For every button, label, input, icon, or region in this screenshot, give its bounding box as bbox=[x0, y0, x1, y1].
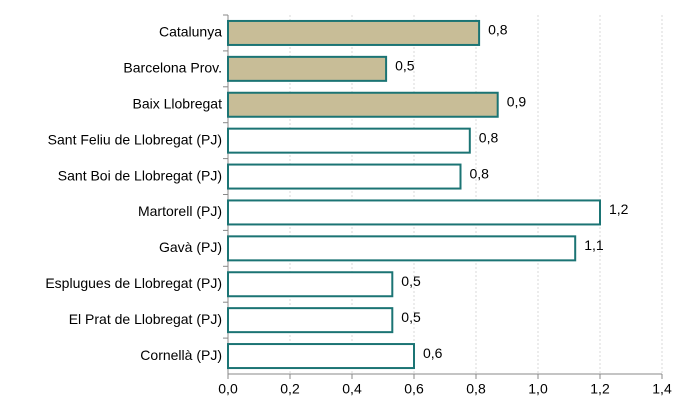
bar bbox=[227, 307, 394, 334]
bar bbox=[227, 19, 481, 46]
y-tick-label: Sant Feliu de Llobregat (PJ) bbox=[48, 131, 222, 147]
bar bbox=[227, 91, 499, 118]
x-tick-label: 0,6 bbox=[404, 381, 424, 397]
data-label: 1,2 bbox=[609, 201, 629, 217]
data-label: 0,6 bbox=[423, 345, 443, 361]
y-tick-label: Baix Llobregat bbox=[132, 95, 222, 111]
bar bbox=[227, 55, 388, 82]
data-label: 0,5 bbox=[401, 273, 421, 289]
x-tick-label: 0,0 bbox=[218, 381, 238, 397]
x-tick-label: 1,0 bbox=[528, 381, 548, 397]
bar bbox=[227, 343, 415, 370]
x-tick-label: 0,2 bbox=[280, 381, 300, 397]
y-tick-label: Cornellà (PJ) bbox=[140, 347, 222, 363]
y-tick-label: Esplugues de Llobregat (PJ) bbox=[45, 275, 222, 291]
y-tick-label: Martorell (PJ) bbox=[138, 203, 222, 219]
data-label: 0,9 bbox=[507, 93, 527, 109]
data-label: 0,8 bbox=[470, 165, 490, 181]
data-label: 0,8 bbox=[479, 129, 499, 145]
data-label: 1,1 bbox=[584, 237, 604, 253]
x-tick-label: 0,4 bbox=[342, 381, 362, 397]
y-tick-label: Gavà (PJ) bbox=[159, 239, 222, 255]
x-tick-label: 1,2 bbox=[590, 381, 610, 397]
y-tick-label: Catalunya bbox=[159, 24, 222, 40]
bar bbox=[227, 127, 471, 154]
bar bbox=[227, 199, 601, 226]
data-label: 0,5 bbox=[401, 309, 421, 325]
bar bbox=[227, 235, 577, 262]
y-tick-label: Sant Boi de Llobregat (PJ) bbox=[58, 167, 222, 183]
bar bbox=[227, 271, 394, 298]
x-tick-label: 0,8 bbox=[466, 381, 486, 397]
x-tick-label: 1,4 bbox=[652, 381, 672, 397]
data-label: 0,8 bbox=[488, 22, 508, 38]
y-tick-label: Barcelona Prov. bbox=[123, 60, 222, 76]
data-label: 0,5 bbox=[395, 58, 415, 74]
y-tick-label: El Prat de Llobregat (PJ) bbox=[69, 311, 222, 327]
bar bbox=[227, 163, 462, 190]
